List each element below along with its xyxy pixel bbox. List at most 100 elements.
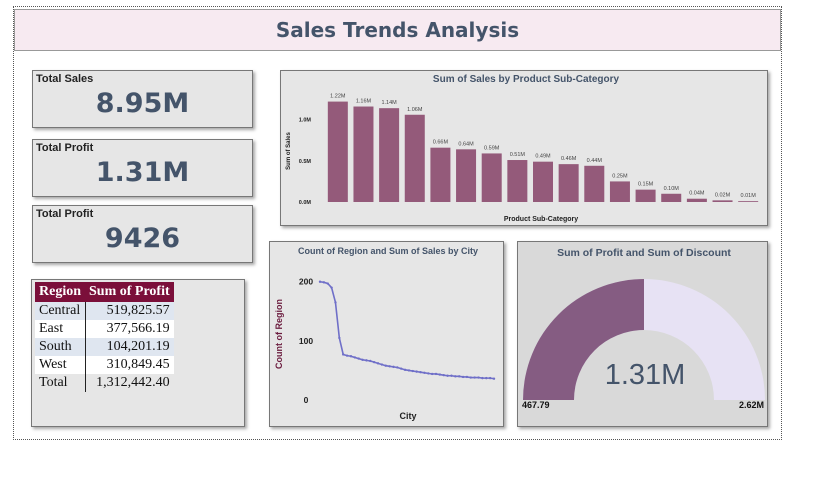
table-row[interactable]: Central 519,825.57 <box>35 302 174 320</box>
line-point <box>485 376 488 380</box>
series-line <box>319 280 495 380</box>
gauge-fill <box>523 279 644 400</box>
table-row[interactable]: South 104,201.19 <box>35 338 174 356</box>
line-point <box>446 374 449 377</box>
line-point <box>469 376 472 379</box>
profit-discount-card[interactable]: Sum of Profit and Sum of Discount 1.31M … <box>517 241 768 427</box>
bar <box>456 149 477 202</box>
bar-y-tick-label: 0.5M <box>299 159 312 165</box>
line-point <box>349 355 353 358</box>
bar <box>532 161 554 202</box>
bar-data-label: 0.46M <box>561 156 577 162</box>
line-point <box>361 358 364 361</box>
page-title: Sales Trends Analysis <box>14 9 781 51</box>
line-y-axis-label: Count of Region <box>274 299 284 369</box>
bar-data-label: 1.22M <box>330 94 346 100</box>
bar <box>353 106 374 202</box>
line-point <box>419 371 422 374</box>
line-point <box>454 375 457 378</box>
line-point <box>322 281 326 284</box>
bar-data-label: 0.01M <box>741 193 757 199</box>
region-by-city-card[interactable]: Count of Region and Sum of Sales by City… <box>269 241 504 427</box>
bar-y-axis-label: Sum of Sales <box>286 132 292 170</box>
kpi-card-total-sales[interactable]: Total Sales 8.95M <box>32 70 253 128</box>
line-point <box>465 375 469 379</box>
region-profit-table: Region Sum of Profit Central 519,825.57 … <box>35 282 174 392</box>
bar-data-label: 0.10M <box>664 186 680 192</box>
line-point <box>380 363 384 366</box>
table-row[interactable]: West 310,849.45 <box>35 356 174 374</box>
line-point <box>434 372 438 376</box>
line-point <box>384 364 387 367</box>
sales-by-subcategory-card[interactable]: Sum of Sales by Product Sub-Category Sum… <box>280 70 768 226</box>
bar-data-label: 1.14M <box>381 100 397 106</box>
line-chart: Count of Region and Sum of Sales by City… <box>274 246 496 421</box>
bar <box>609 181 630 202</box>
line-point <box>345 354 349 357</box>
table-row[interactable]: East 377,566.19 <box>35 320 174 338</box>
bar <box>404 114 425 202</box>
total-profit: 1,312,442.40 <box>84 374 174 392</box>
profit-cell: 519,825.57 <box>84 302 174 320</box>
line-point <box>477 376 480 379</box>
line-y-tick-label: 0 <box>304 395 309 405</box>
bar-data-label: 1.16M <box>356 99 372 105</box>
line-point <box>438 373 442 376</box>
bar-y-tick-label: 0.0M <box>299 200 312 206</box>
line-point <box>357 357 360 360</box>
bar-data-label: 1.06M <box>407 107 423 113</box>
column-header-profit[interactable]: Sum of Profit <box>85 282 174 302</box>
region-cell: East <box>35 320 85 338</box>
gauge-chart: Sum of Profit and Sum of Discount 1.31M … <box>522 247 765 410</box>
line-point <box>442 373 445 377</box>
line-point <box>430 372 434 376</box>
bar-x-axis-label: Product Sub-Category <box>504 216 578 223</box>
line-point <box>396 366 399 369</box>
bar <box>635 189 656 202</box>
kpi-card-count[interactable]: Total Profit 9426 <box>32 205 253 263</box>
column-header-region[interactable]: Region <box>35 282 85 302</box>
gauge-min-label: 467.79 <box>522 400 550 410</box>
line-point <box>369 359 372 363</box>
line-y-tick-label: 100 <box>299 336 313 346</box>
bar-data-label: 0.64M <box>458 141 474 147</box>
kpi-label: Total Profit <box>36 142 94 154</box>
kpi-card-total-profit[interactable]: Total Profit 1.31M <box>32 139 253 197</box>
line-point <box>415 370 418 373</box>
region-cell: South <box>35 338 85 356</box>
line-point <box>392 365 395 369</box>
profit-cell: 377,566.19 <box>84 320 174 338</box>
bar-data-label: 0.49M <box>535 154 551 160</box>
line-point <box>492 377 496 380</box>
bar-data-label: 0.25M <box>612 173 628 179</box>
bar-data-label: 0.51M <box>510 152 526 158</box>
line-point <box>376 362 380 365</box>
line-point <box>400 367 403 370</box>
line-point <box>411 369 414 373</box>
bar <box>507 160 528 202</box>
bar-data-label: 0.59M <box>484 145 500 151</box>
line-point <box>427 372 430 375</box>
line-point <box>473 376 476 379</box>
line-point <box>388 365 391 368</box>
gauge-value: 1.31M <box>605 359 686 391</box>
bar-chart: Sum of Sales by Product Sub-Category Sum… <box>286 74 759 223</box>
bar <box>584 165 605 202</box>
line-chart-title: Count of Region and Sum of Sales by City <box>298 246 478 256</box>
bar-data-label: 0.44M <box>587 158 603 164</box>
line-point <box>372 360 376 364</box>
table-total-row: Total 1,312,442.40 <box>35 374 174 392</box>
line-point <box>488 376 492 380</box>
line-point <box>458 375 461 378</box>
line-point <box>326 282 329 285</box>
bar-data-label: 0.66M <box>433 140 449 146</box>
bar-y-tick-label: 1.0M <box>299 118 312 124</box>
line-point <box>423 371 426 374</box>
bar <box>712 200 733 202</box>
kpi-value: 9426 <box>104 223 181 254</box>
bar-chart-title: Sum of Sales by Product Sub-Category <box>433 74 620 85</box>
line-point <box>481 376 484 380</box>
dashboard-frame <box>13 6 782 440</box>
line-point <box>407 369 411 372</box>
line-point <box>342 353 345 356</box>
